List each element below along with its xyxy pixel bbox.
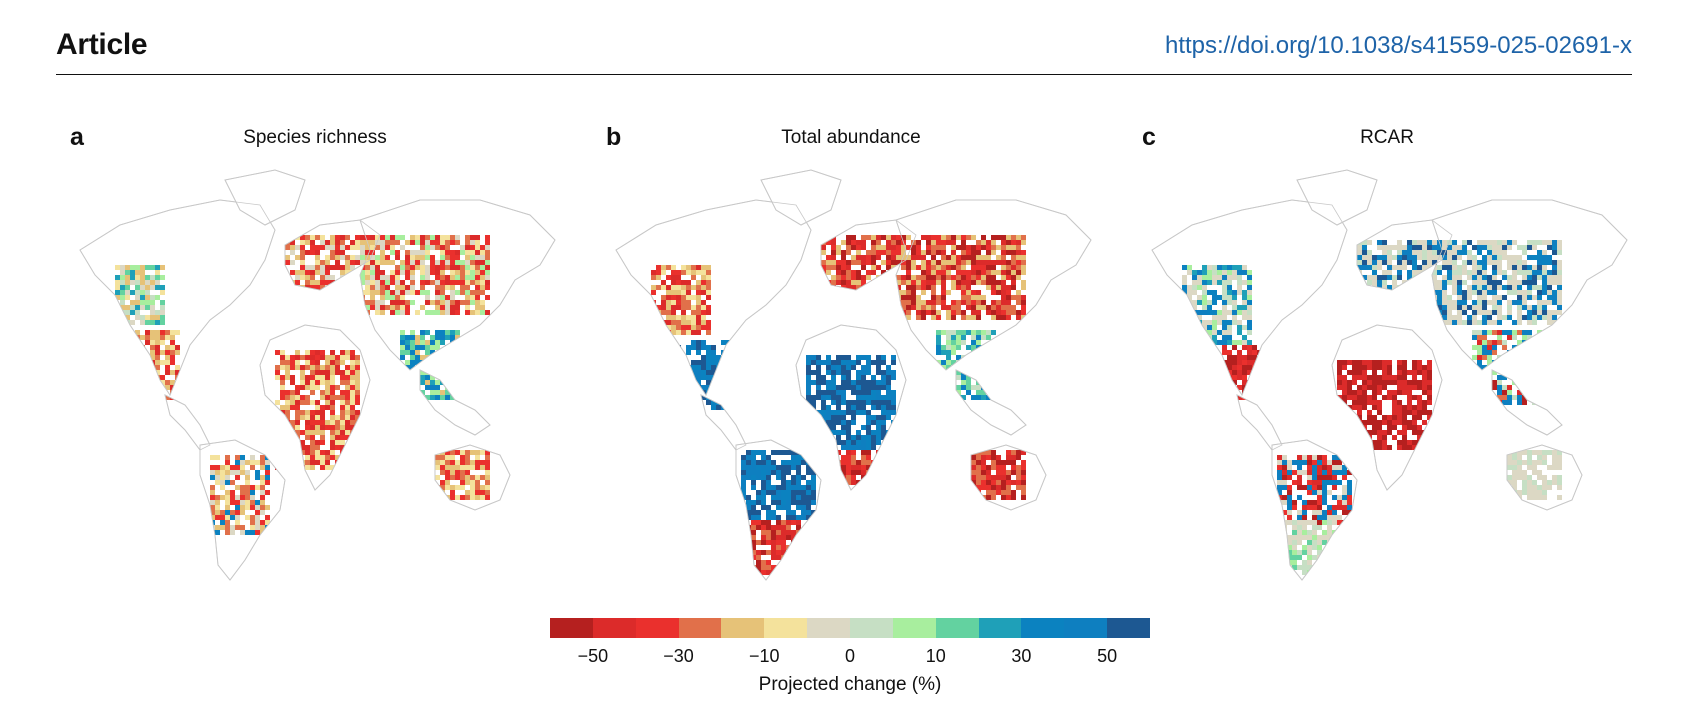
landmass-outline bbox=[419, 369, 491, 436]
panel-title: Total abundance bbox=[781, 127, 921, 148]
landmass-central-america bbox=[1236, 394, 1283, 451]
landmass-outline bbox=[795, 324, 907, 491]
landmass-outline bbox=[284, 219, 381, 291]
journal-section-label: Article bbox=[56, 28, 148, 61]
page-header: Article https://doi.org/10.1038/s41559-0… bbox=[56, 26, 1632, 72]
world-map-species-richness bbox=[79, 169, 556, 581]
legend-swatch bbox=[1064, 618, 1108, 638]
legend-swatch bbox=[764, 618, 808, 638]
landmass-outline bbox=[1236, 394, 1283, 451]
landmass-outline bbox=[1296, 169, 1378, 226]
landmass-outline bbox=[259, 324, 371, 491]
legend-swatch bbox=[635, 618, 679, 638]
legend-swatch bbox=[1107, 618, 1151, 638]
panel-a: a Species richness bbox=[60, 115, 570, 590]
legend-tick-label: 50 bbox=[1097, 646, 1118, 666]
landmass-outline bbox=[735, 439, 822, 581]
legend-tick-label: 30 bbox=[1011, 646, 1032, 666]
landmass-outline bbox=[970, 444, 1047, 511]
world-map-rcar bbox=[1151, 169, 1628, 581]
landmass-outline bbox=[79, 199, 276, 396]
landmass-outline bbox=[760, 169, 842, 226]
panel-letter: c bbox=[1142, 123, 1156, 151]
landmass-outline bbox=[1271, 439, 1358, 581]
color-legend: −50 −30 −10 0 10 30 50 Projected change (%) bbox=[550, 618, 1151, 698]
panel-letter: a bbox=[70, 123, 84, 151]
panel-title: RCAR bbox=[1360, 127, 1414, 148]
legend-swatch bbox=[935, 618, 979, 638]
landmass-outline bbox=[1151, 199, 1348, 396]
legend-swatch bbox=[978, 618, 1022, 638]
panel-c: c RCAR bbox=[1132, 115, 1642, 590]
panel-letter: b bbox=[606, 123, 622, 151]
landmass-outline bbox=[700, 394, 747, 451]
landmass-outline bbox=[1506, 444, 1583, 511]
legend-color-bar bbox=[550, 618, 1151, 638]
legend-swatch bbox=[892, 618, 936, 638]
legend-tick-label: 10 bbox=[925, 646, 946, 666]
landmass-outline bbox=[1331, 324, 1443, 491]
landmass-outline bbox=[1356, 219, 1453, 291]
landmass-central-america bbox=[164, 394, 211, 451]
landmass-outline bbox=[615, 199, 812, 396]
landmass-outline bbox=[1431, 199, 1628, 371]
world-map-total-abundance bbox=[615, 169, 1092, 581]
header-rule bbox=[56, 74, 1632, 75]
landmass-outline bbox=[895, 199, 1092, 371]
panel-title: Species richness bbox=[243, 127, 387, 148]
legend-swatch bbox=[678, 618, 722, 638]
legend-tick-label: −30 bbox=[663, 646, 694, 666]
panel-b: b Total abundance bbox=[596, 115, 1106, 590]
landmass-outline bbox=[359, 199, 556, 371]
landmass-outline bbox=[434, 444, 511, 511]
legend-swatch bbox=[592, 618, 636, 638]
doi-link[interactable]: https://doi.org/10.1038/s41559-025-02691… bbox=[1164, 32, 1632, 59]
legend-tick-label: −10 bbox=[749, 646, 780, 666]
legend-tick-label: −50 bbox=[577, 646, 609, 666]
legend-title: Projected change (%) bbox=[758, 674, 942, 695]
landmass-outline bbox=[199, 439, 286, 581]
legend-swatch bbox=[850, 618, 893, 638]
legend-tick-label: 0 bbox=[844, 646, 856, 666]
legend-swatch bbox=[807, 618, 851, 638]
legend-swatch bbox=[721, 618, 765, 638]
projected-change-overlay bbox=[651, 235, 1026, 575]
landmass-outline bbox=[164, 394, 211, 451]
landmass-outline bbox=[224, 169, 306, 226]
landmass-outline bbox=[955, 369, 1027, 436]
landmass-outline bbox=[820, 219, 917, 291]
legend-swatch bbox=[1021, 618, 1065, 638]
legend-swatch bbox=[550, 618, 593, 638]
landmass-outline bbox=[1491, 369, 1563, 436]
